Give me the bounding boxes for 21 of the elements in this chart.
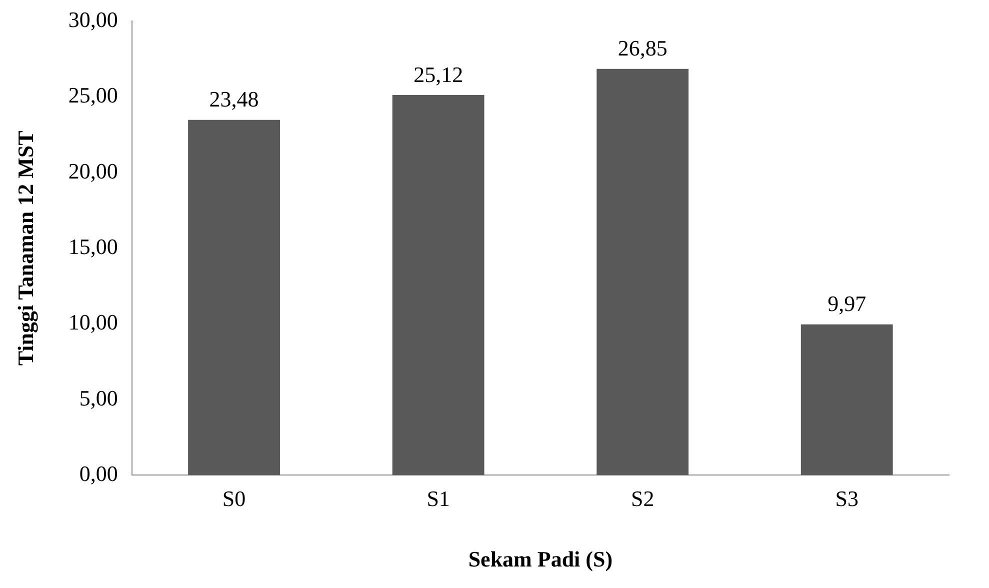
data-label: 26,85: [618, 36, 668, 61]
x-tick-label: S2: [630, 486, 654, 512]
bar: [188, 120, 280, 476]
data-label: 9,97: [828, 291, 866, 316]
x-axis-title: Sekam Padi (S): [468, 546, 613, 572]
y-tick-label: 30,00: [68, 6, 118, 32]
y-axis-title: Tinggi Tanaman 12 MST: [12, 130, 38, 366]
data-label: 23,48: [209, 86, 259, 112]
y-tick-label: 10,00: [68, 310, 118, 335]
y-tick-label: 25,00: [68, 82, 118, 108]
y-tick-label: 20,00: [68, 158, 118, 184]
bar: [800, 324, 893, 476]
y-tick-label: 15,00: [68, 234, 118, 259]
x-tick-label: S3: [835, 486, 858, 512]
x-tick-label: S1: [426, 486, 450, 512]
x-tick-label: S0: [222, 486, 246, 512]
bar: [392, 95, 484, 476]
y-tick-label: 0,00: [79, 460, 118, 486]
bar: [596, 68, 689, 476]
y-tick-label: 5,00: [79, 385, 118, 410]
data-label: 25,12: [414, 62, 464, 87]
